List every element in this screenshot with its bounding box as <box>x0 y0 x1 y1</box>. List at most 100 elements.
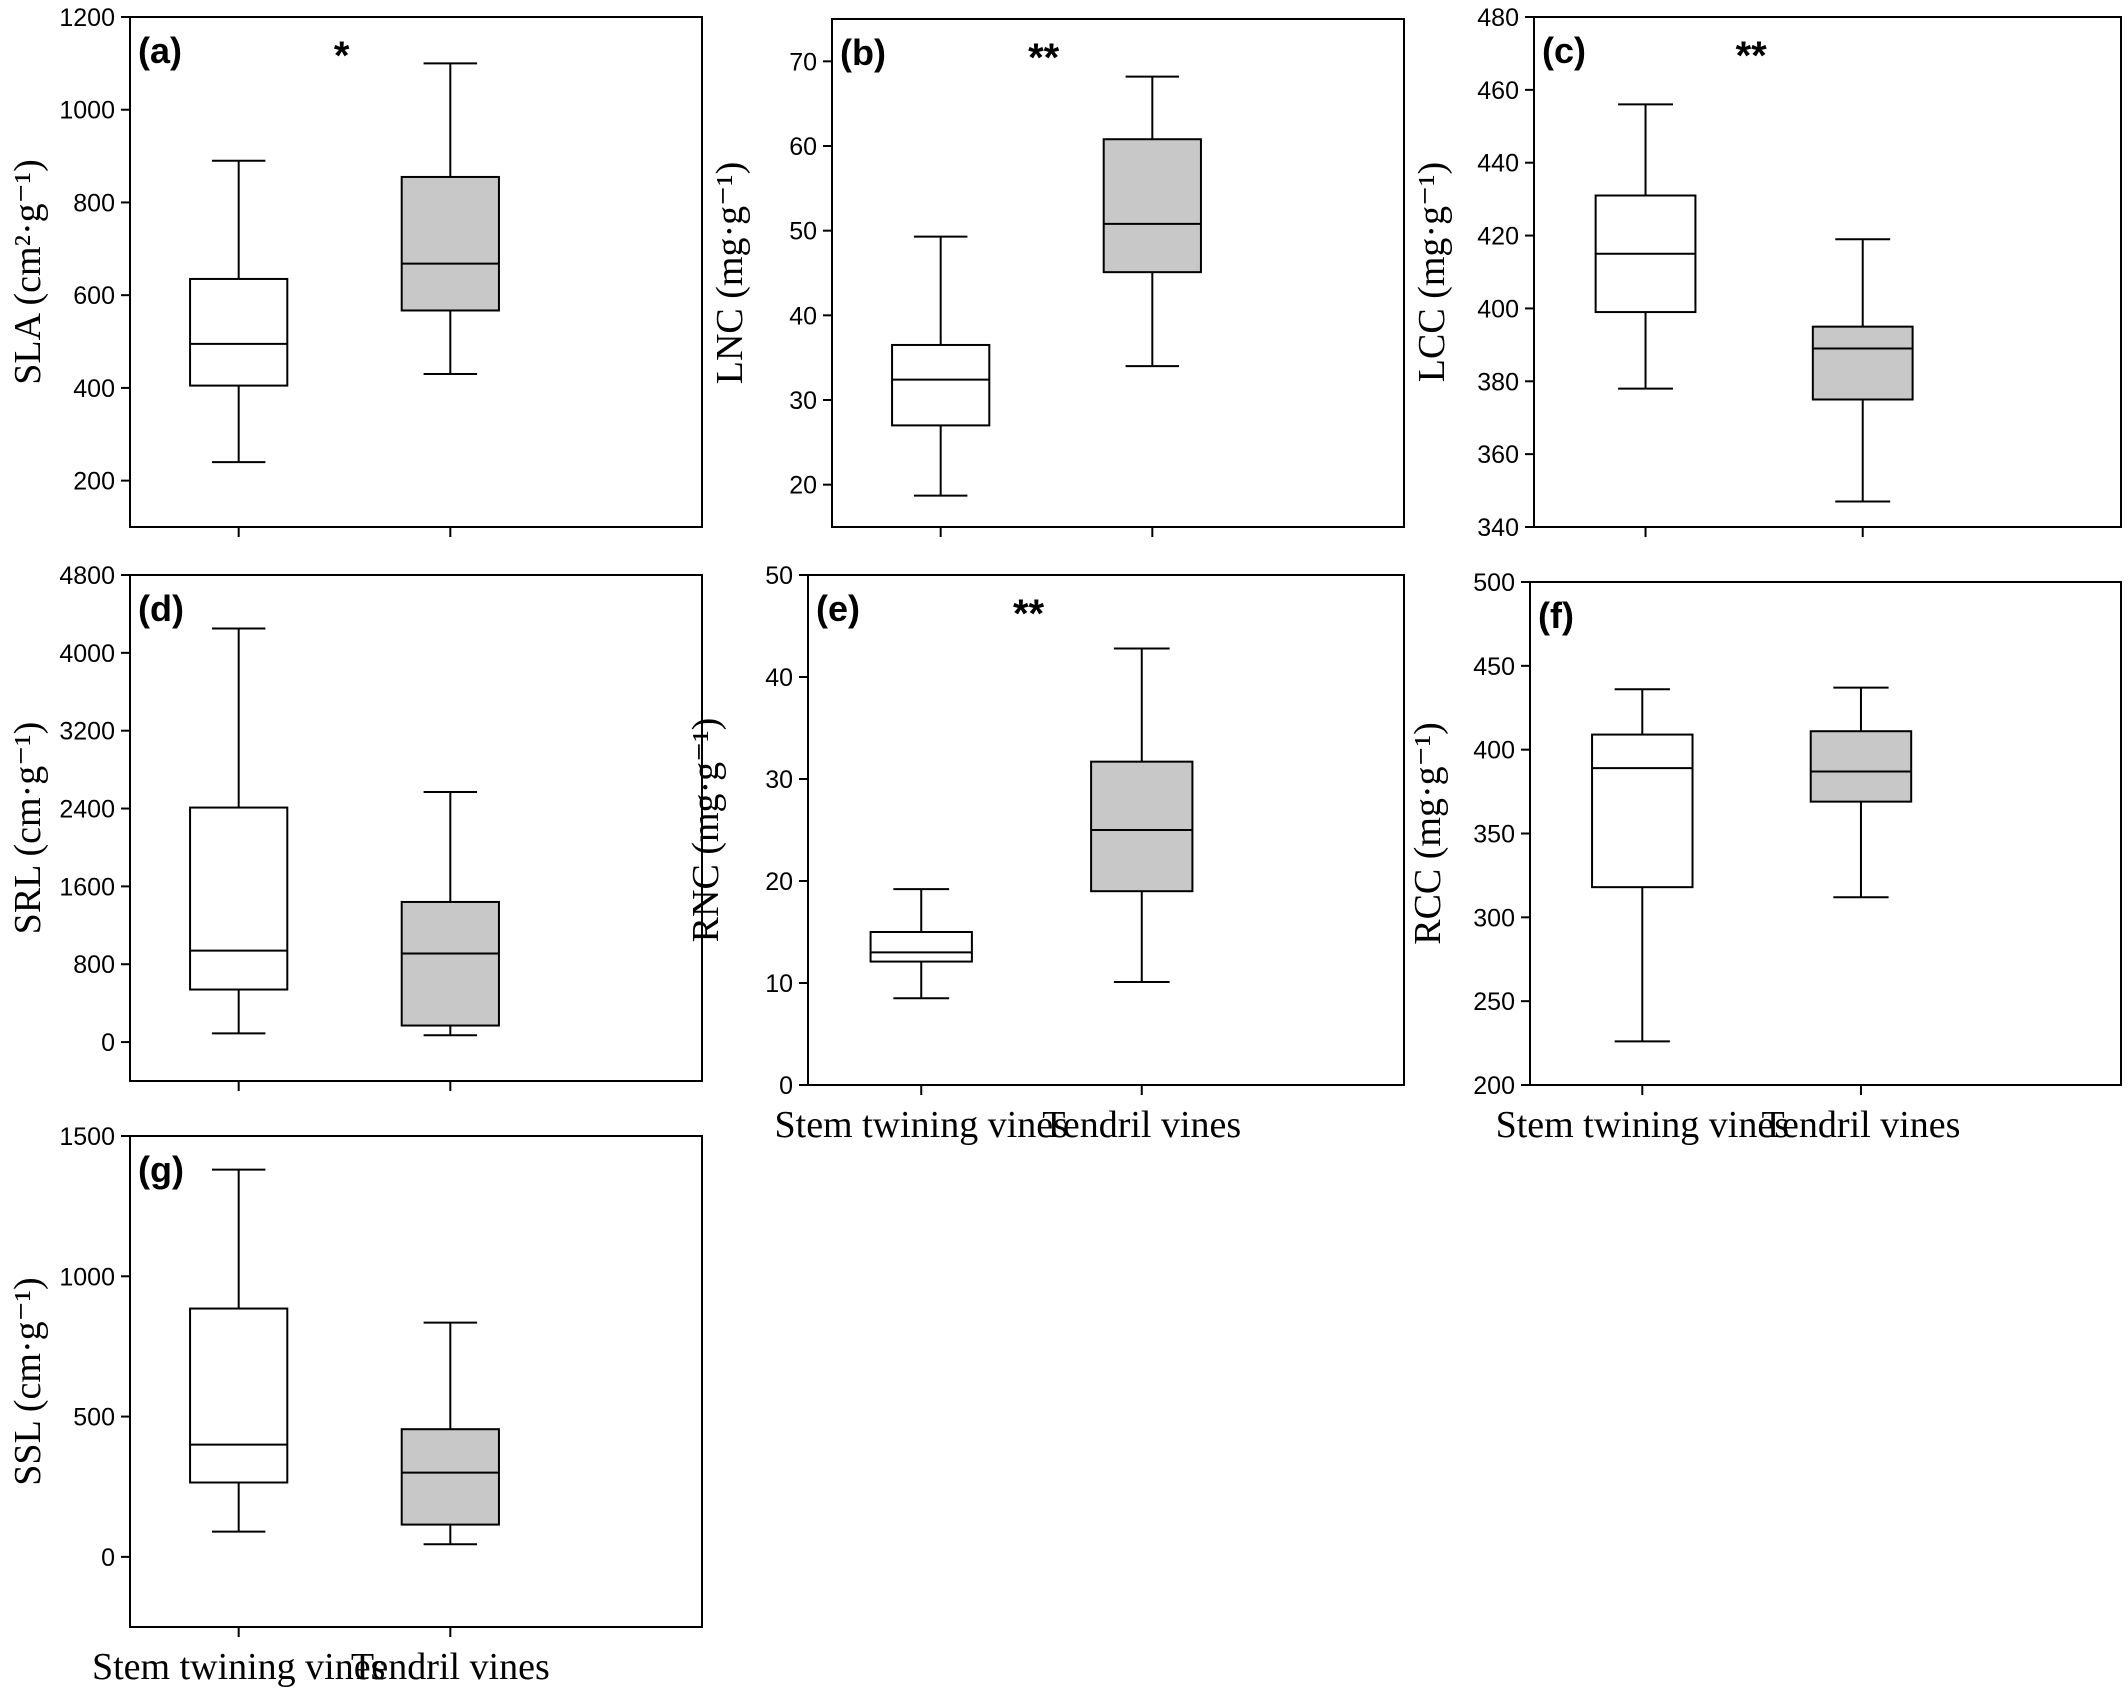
box-stem-twining <box>189 627 289 1035</box>
y-tick-label: 200 <box>73 468 115 496</box>
y-tick-label: 600 <box>73 282 115 310</box>
iqr-box <box>1102 138 1202 274</box>
y-axis-label: LNC (mg·g⁻¹) <box>709 162 751 384</box>
y-tick-label: 40 <box>789 302 817 330</box>
panel-label: (g) <box>138 1149 184 1190</box>
iqr-box <box>400 1428 500 1526</box>
y-tick-label: 60 <box>789 133 817 161</box>
box-tendril <box>1809 686 1913 899</box>
y-tick-label: 350 <box>1473 821 1515 849</box>
significance-marker: ** <box>1736 34 1768 78</box>
y-tick-label: 4000 <box>59 640 115 668</box>
panel-label: (f) <box>1538 595 1574 636</box>
x-category-label: Stem twining vines <box>92 1646 385 1688</box>
significance-marker: ** <box>1013 592 1045 636</box>
significance-marker: * <box>334 34 350 78</box>
plot-frame <box>129 574 703 1082</box>
iqr-box <box>869 931 973 963</box>
y-tick-label: 400 <box>73 375 115 403</box>
box-tendril <box>400 790 500 1037</box>
y-tick-label: 0 <box>779 1072 793 1100</box>
y-tick-label: 70 <box>789 48 817 76</box>
y-tick-label: 400 <box>1473 737 1515 765</box>
y-tick-label: 300 <box>1473 904 1515 932</box>
box-tendril <box>400 1321 500 1546</box>
y-tick-label: 420 <box>1477 223 1519 251</box>
box-stem-twining <box>1594 103 1697 390</box>
panel-b: 20 30 40 50 60 70 LNC (mg·g⁻¹) (b) ** <box>709 18 1405 537</box>
iqr-box <box>189 1307 289 1484</box>
iqr-box <box>189 277 289 387</box>
y-tick-label: 4800 <box>59 562 115 590</box>
panel-label: (e) <box>816 588 860 629</box>
plot-frame <box>1533 16 2122 528</box>
y-axis-label: SSL (cm·g⁻¹) <box>7 1277 49 1485</box>
box-tendril <box>1090 647 1194 983</box>
y-tick-label: 40 <box>765 664 793 692</box>
y-tick-label: 10 <box>765 970 793 998</box>
y-tick-label: 50 <box>789 218 817 246</box>
y-axis-label: SRL (cm·g⁻¹) <box>7 722 49 935</box>
y-tick-label: 380 <box>1477 368 1519 396</box>
box-stem-twining <box>189 1168 289 1533</box>
x-category-label: Stem twining vines <box>775 1104 1068 1146</box>
x-category-label: Tendril vines <box>1762 1104 1961 1146</box>
iqr-box <box>1090 760 1194 893</box>
plot-frame <box>831 18 1405 528</box>
box-stem-twining <box>1591 688 1694 1043</box>
iqr-box <box>189 806 289 991</box>
box-stem-twining <box>869 888 973 1000</box>
panel-d: 0 800 1600 2400 3200 4000 4800 SRL (cm·g⁻¹) (d) <box>7 562 703 1091</box>
panel-label: (a) <box>138 30 182 71</box>
box-tendril <box>400 62 500 375</box>
y-tick-label: 200 <box>1473 1072 1515 1100</box>
y-tick-label: 400 <box>1477 295 1519 323</box>
box-stem-twining <box>891 235 991 497</box>
iqr-box <box>1591 733 1694 889</box>
plot-frame <box>129 16 703 528</box>
y-tick-label: 460 <box>1477 77 1519 105</box>
y-tick-label: 20 <box>765 868 793 896</box>
panel-c: 340 360 380 400 420 440 460 480 LCC (mg·g⁻¹) (c) *… <box>1411 4 2122 542</box>
x-category-label: Tendril vines <box>1042 1104 1241 1146</box>
y-axis-label: RCC (mg·g⁻¹) <box>1407 722 1449 945</box>
significance-marker: ** <box>1028 36 1060 80</box>
y-tick-label: 30 <box>789 387 817 415</box>
panel-e: 0 10 20 30 40 50 RNC (mg·g⁻¹) (e) ** Stem twining… <box>685 562 1405 1146</box>
x-category-label: Stem twining vines <box>1496 1104 1789 1146</box>
y-tick-label: 800 <box>73 951 115 979</box>
iqr-box <box>400 900 500 1027</box>
panel-g: 0 500 1000 1500 SSL (cm·g⁻¹) (g) Stem twining … <box>7 1123 703 1688</box>
y-tick-label: 500 <box>73 1404 115 1432</box>
y-tick-label: 360 <box>1477 441 1519 469</box>
box-tendril <box>1811 238 1914 503</box>
iqr-box <box>1809 730 1913 803</box>
x-category-label: Tendril vines <box>351 1646 550 1688</box>
panel-label: (b) <box>840 32 886 73</box>
panel-a: 200 400 600 800 1000 1200 SLA (cm²·g⁻¹) (a) * <box>7 4 703 537</box>
y-tick-label: 1000 <box>59 97 115 125</box>
y-tick-label: 20 <box>789 472 817 500</box>
iqr-box <box>1811 325 1914 401</box>
box-tendril <box>1102 75 1202 368</box>
y-tick-label: 50 <box>765 562 793 590</box>
y-tick-label: 0 <box>101 1544 115 1572</box>
y-tick-label: 340 <box>1477 514 1519 542</box>
y-tick-label: 250 <box>1473 988 1515 1016</box>
iqr-box <box>400 175 500 312</box>
y-axis-label: RNC (mg·g⁻¹) <box>685 718 727 943</box>
y-tick-label: 3200 <box>59 718 115 746</box>
iqr-box <box>891 343 991 427</box>
y-tick-label: 440 <box>1477 150 1519 178</box>
y-tick-label: 800 <box>73 189 115 217</box>
y-axis-label: SLA (cm²·g⁻¹) <box>7 159 49 384</box>
y-tick-label: 450 <box>1473 653 1515 681</box>
y-tick-label: 480 <box>1477 4 1519 32</box>
y-tick-label: 500 <box>1473 569 1515 597</box>
panel-label: (c) <box>1542 30 1586 71</box>
y-tick-label: 30 <box>765 766 793 794</box>
y-axis-label: LCC (mg·g⁻¹) <box>1411 162 1453 382</box>
y-tick-label: 1200 <box>59 4 115 32</box>
